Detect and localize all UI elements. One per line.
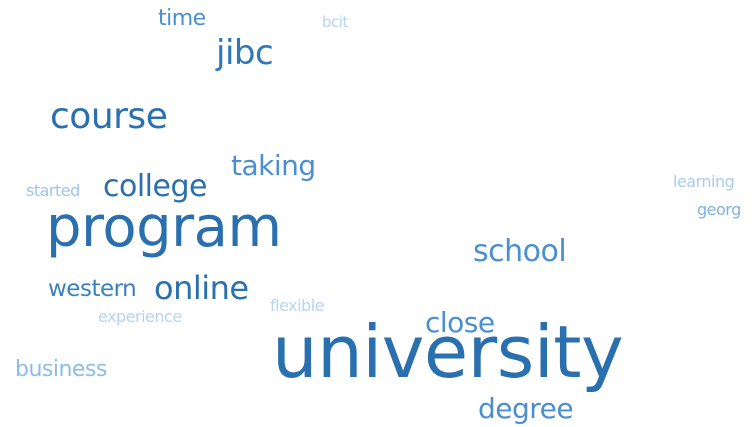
word-program: program	[46, 195, 282, 260]
word-business: business	[15, 357, 107, 382]
word-experience: experience	[98, 307, 182, 326]
word-started: started	[26, 181, 80, 200]
word-college: college	[103, 169, 207, 204]
word-close: close	[425, 306, 495, 339]
word-georg: georg	[697, 200, 741, 219]
word-course: course	[50, 96, 168, 137]
word-university: university	[272, 310, 624, 394]
word-time: time	[158, 6, 206, 31]
word-bcit: bcit	[322, 13, 348, 31]
word-school: school	[473, 234, 567, 269]
word-online: online	[154, 269, 249, 307]
word-flexible: flexible	[270, 296, 325, 315]
word-western: western	[48, 276, 137, 302]
word-taking: taking	[231, 149, 316, 182]
word-learning: learning	[673, 172, 735, 191]
word-degree: degree	[478, 392, 574, 425]
word-jibc: jibc	[216, 33, 274, 73]
